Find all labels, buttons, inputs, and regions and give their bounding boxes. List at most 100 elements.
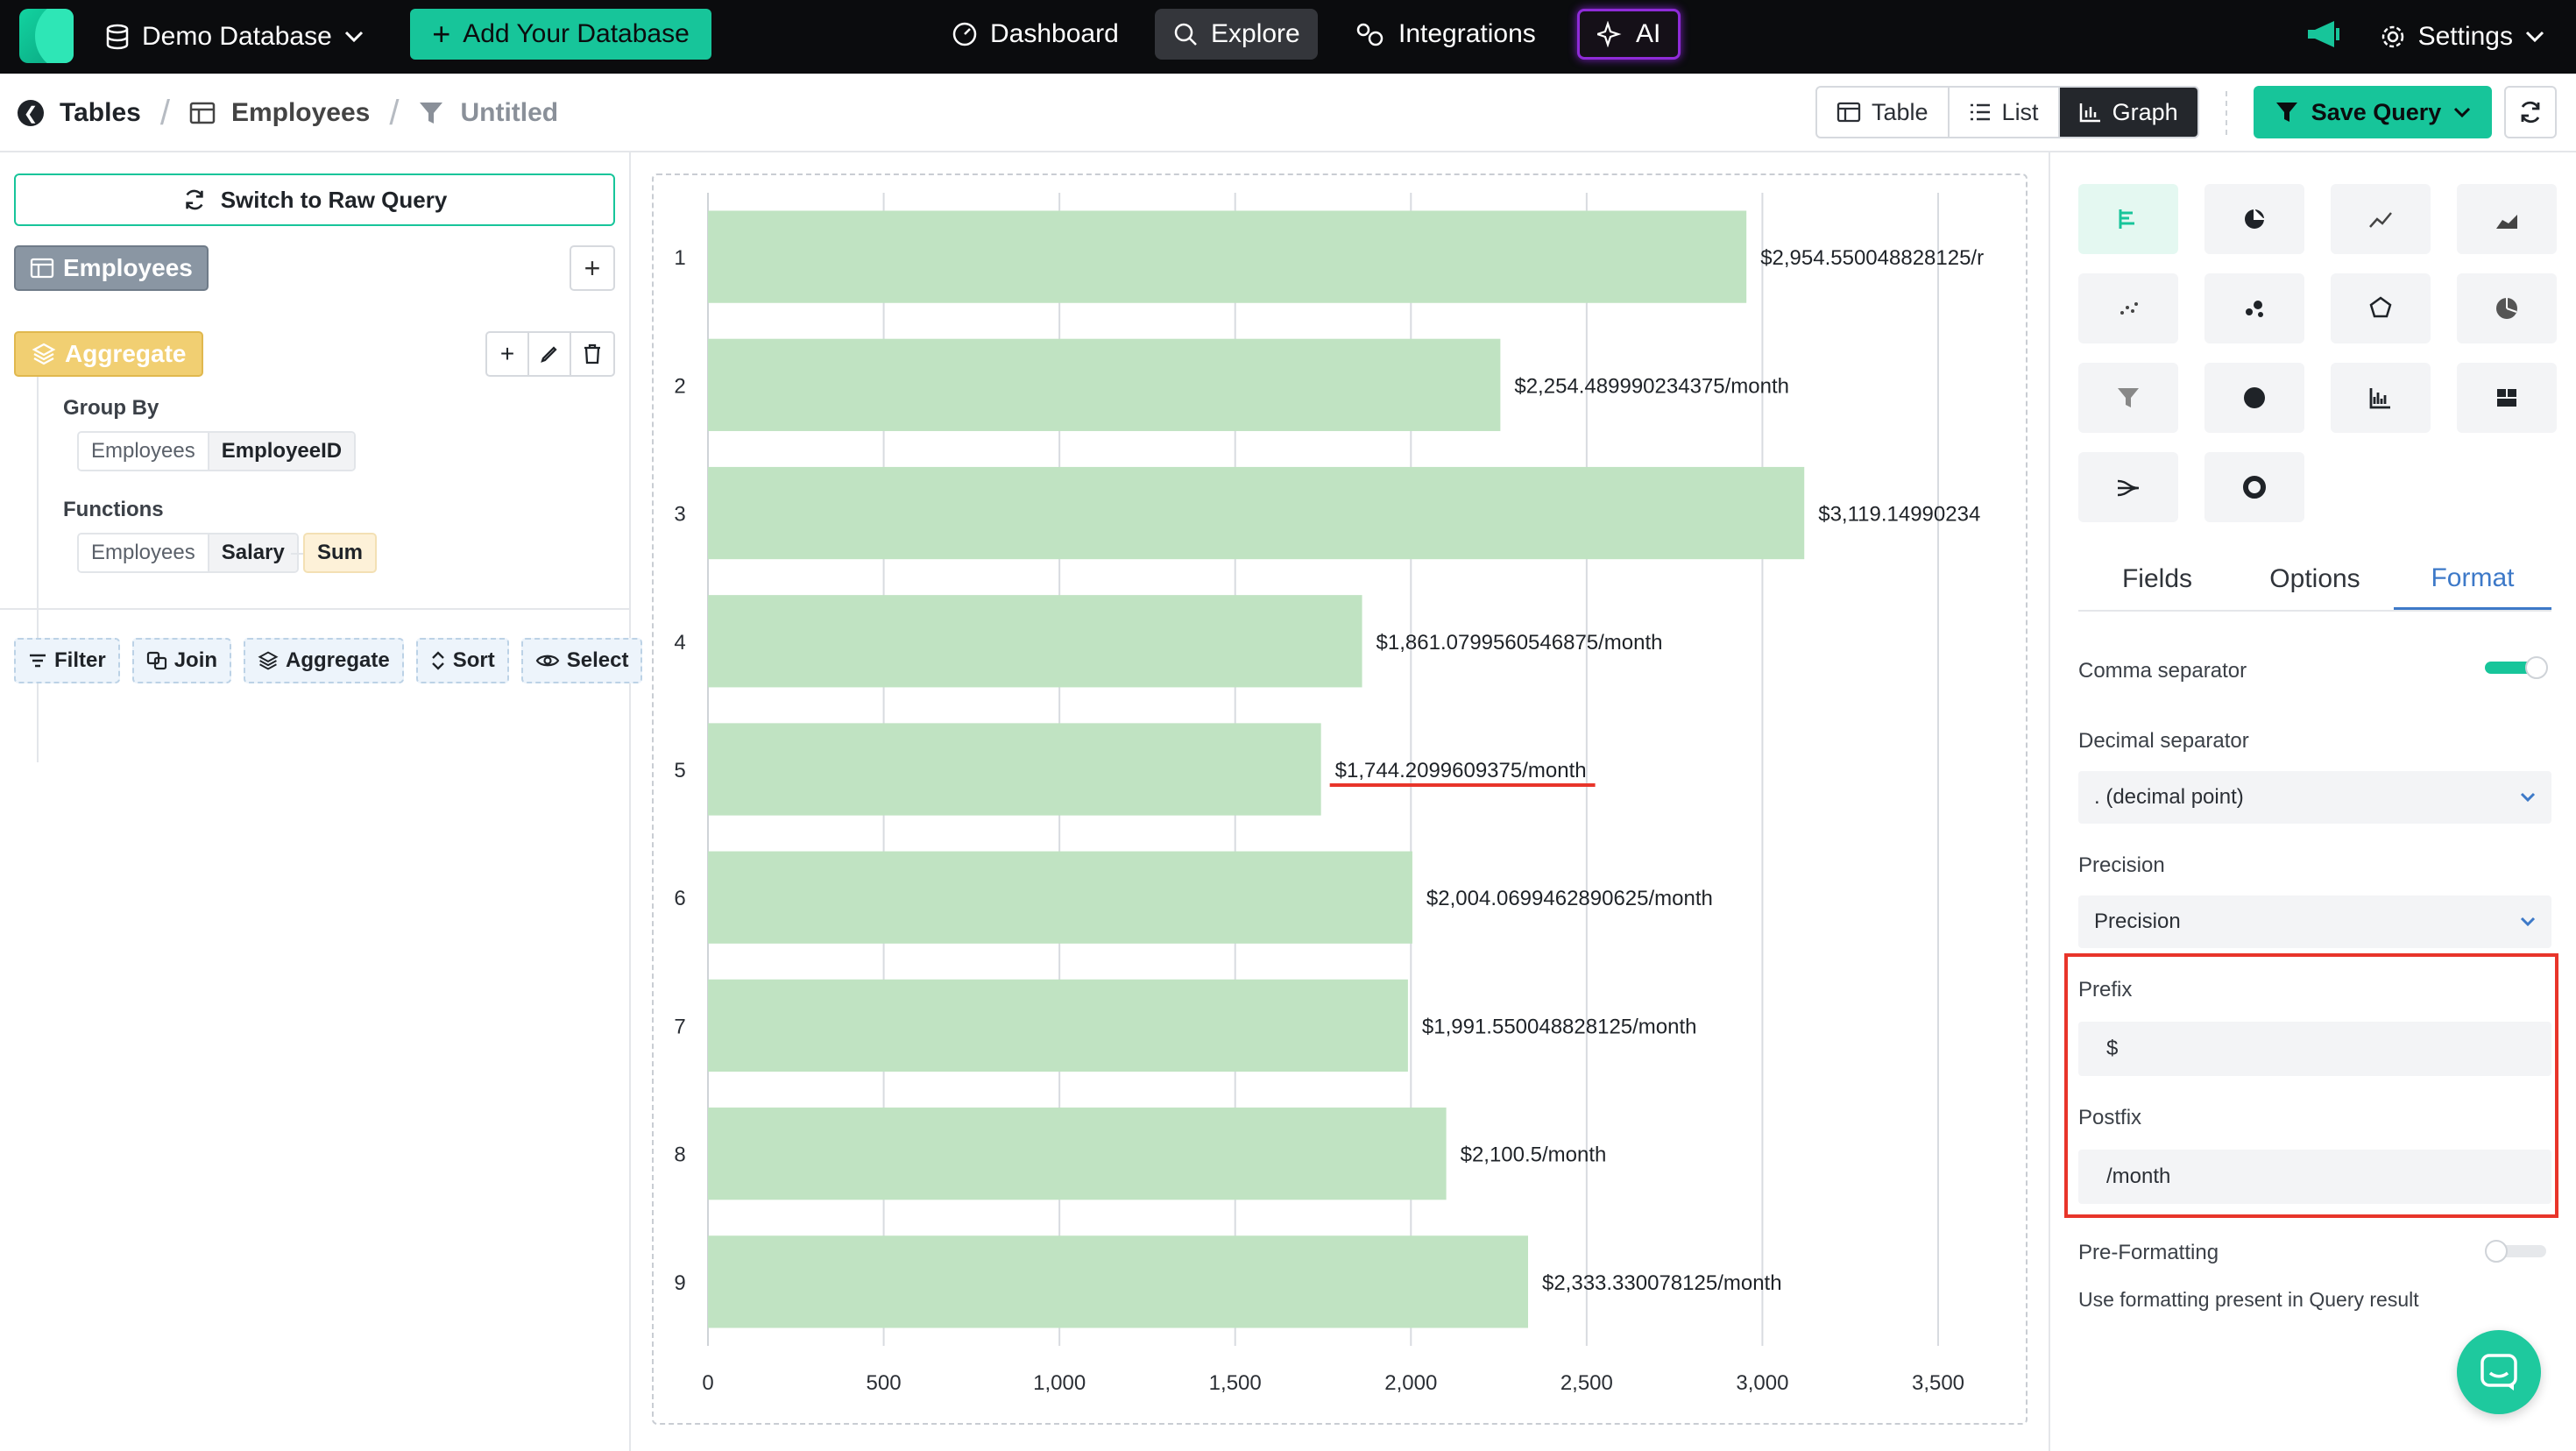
filter-lines-icon [30,654,46,668]
histogram-icon [2369,388,2390,409]
select-action-button[interactable]: Select [520,638,643,683]
tab-options[interactable]: Options [2269,564,2360,593]
group-by-table: Employees [79,433,209,470]
view-table-label: Table [1872,98,1928,125]
query-actions: Filter Join Aggregate Sort Select [14,638,643,683]
aggregate-step-tools: + [485,331,615,377]
nav-integrations-label: Integrations [1398,19,1536,48]
x-tick-label: 0 [702,1371,713,1395]
filter-action-button[interactable]: Filter [14,638,120,683]
chart-type-map-chart[interactable] [2204,363,2304,433]
function-field[interactable]: Employees Salary [77,533,299,573]
view-list-label: List [2001,98,2039,125]
chart-type-line-chart[interactable] [2331,184,2431,254]
decimal-separator-value: . (decimal point) [2094,785,2244,809]
decimal-separator-select[interactable]: . (decimal point) [2078,771,2551,824]
category-label: 4 [674,631,685,655]
x-tick-label: 3,500 [1912,1371,1964,1395]
chart-canvas: 0 500 1,000 1,500 2,000 2,500 3,000 3,500 1 $2,95… [652,173,2028,1425]
sort-action-button[interactable]: Sort [415,638,509,683]
bubble-chart-icon [2246,301,2263,317]
polar-chart-icon [2496,298,2517,319]
prefix-input[interactable] [2078,1022,2551,1076]
eye-icon [535,655,559,667]
toggle-knob [2525,656,2548,679]
precision-select[interactable]: Precision [2078,895,2551,948]
view-table-button[interactable]: Table [1817,88,1950,137]
chart-type-polar-chart[interactable] [2457,273,2557,343]
x-tick-label: 2,500 [1560,1371,1613,1395]
nav-explore[interactable]: Explore [1155,9,1318,60]
source-table-chip[interactable]: Employees [14,245,209,291]
pre-formatting-toggle[interactable] [2485,1240,2550,1263]
app-logo[interactable] [19,9,74,63]
chart-type-donut-chart[interactable] [2204,452,2304,522]
breadcrumb-tables[interactable]: Tables [60,98,141,127]
trash-icon[interactable] [571,333,613,375]
chart-type-pie-chart[interactable] [2204,184,2304,254]
breadcrumb-untitled[interactable]: Untitled [460,98,559,127]
refresh-button[interactable] [2504,86,2557,138]
bar [708,210,1747,303]
database-selector[interactable]: Demo Database [105,16,364,58]
dashboard-icon [952,22,977,46]
bar [708,1108,1447,1200]
chart-type-radar-chart[interactable] [2331,273,2431,343]
breadcrumb-employees[interactable]: Employees [230,98,371,127]
chart-type-scatter-chart[interactable] [2078,273,2178,343]
toolbar-divider [2226,91,2227,135]
nav-dashboard[interactable]: Dashboard [934,9,1136,60]
tab-fields[interactable]: Fields [2121,564,2193,593]
tab-format[interactable]: Format [2394,549,2551,610]
category-label: 5 [674,759,685,782]
category-label: 6 [674,887,685,910]
chart-type-histogram[interactable] [2331,363,2431,433]
back-arrow-icon[interactable]: ❮ [18,100,44,126]
function-table: Employees [79,534,209,571]
function-operator[interactable]: Sum [303,533,378,573]
aggregate-action-button[interactable]: Aggregate [244,638,404,683]
add-step-button[interactable]: + [570,245,615,291]
chart-type-bar-chart[interactable] [2078,184,2178,254]
add-database-button[interactable]: + Add Your Database [410,9,711,60]
group-by-field[interactable]: Employees EmployeeID [77,431,357,471]
x-tick-label: 1,500 [1209,1371,1262,1395]
postfix-input[interactable] [2078,1150,2551,1204]
megaphone-icon[interactable] [2306,19,2341,49]
nav-explore-label: Explore [1211,19,1300,48]
chart-type-funnel-chart[interactable] [2078,363,2178,433]
comma-separator-toggle[interactable] [2485,656,2550,679]
nav-integrations[interactable]: Integrations [1337,9,1553,60]
switch-raw-query-button[interactable]: Switch to Raw Query [14,173,615,226]
function-connector [291,553,305,555]
bar-chart-icon [2079,103,2100,123]
chart-type-widget[interactable] [2457,363,2557,433]
save-query-button[interactable]: Save Query [2254,86,2492,138]
chart-type-bubble-chart[interactable] [2204,273,2304,343]
view-graph-button[interactable]: Graph [2059,88,2197,137]
data-label: $3,119.14990234 [1818,503,1980,527]
edit-icon[interactable] [529,333,571,375]
aggregate-step-chip[interactable]: Aggregate [14,331,204,377]
chart-type-area-chart[interactable] [2457,184,2557,254]
aggregate-action-label: Aggregate [286,648,390,672]
visualization-settings-panel: Fields Options Format Comma separator De… [2049,152,2576,1451]
map-chart-icon [2244,387,2265,408]
refresh-icon [2521,101,2540,124]
chevron-down-icon [2525,31,2544,43]
settings-menu[interactable]: Settings [2380,16,2544,58]
table-icon [30,258,54,279]
comma-separator-label: Comma separator [2078,659,2247,683]
bar [708,338,1501,431]
functions-label: Functions [63,498,164,521]
breadcrumb-separator: / [159,93,170,132]
chat-launcher-button[interactable] [2457,1330,2541,1414]
chart-type-sankey[interactable] [2078,452,2178,522]
plus-icon: + [584,251,601,284]
join-action-button[interactable]: Join [131,638,232,683]
integrations-icon [1356,23,1384,46]
add-icon[interactable]: + [487,333,529,375]
view-list-button[interactable]: List [1950,88,2060,137]
nav-ai[interactable]: AI [1577,9,1681,60]
bar [708,723,1321,816]
